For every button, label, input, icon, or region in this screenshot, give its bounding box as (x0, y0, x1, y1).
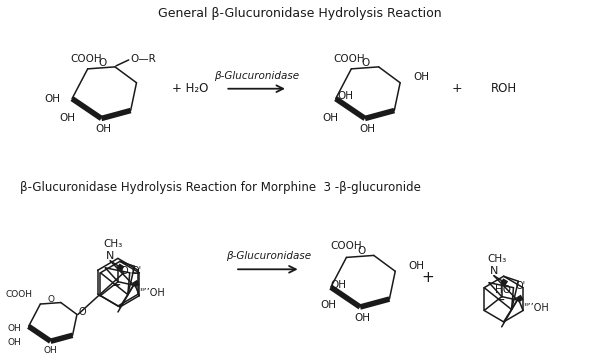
Text: +: + (421, 270, 434, 285)
Text: HO: HO (495, 285, 511, 294)
Text: O': O' (131, 266, 141, 276)
Text: COOH: COOH (5, 289, 32, 298)
Text: O: O (362, 58, 370, 68)
Text: ROH: ROH (491, 82, 517, 95)
Text: OH: OH (44, 94, 60, 104)
Text: OH: OH (7, 324, 21, 333)
Text: CH₃: CH₃ (487, 254, 507, 264)
Text: O—R: O—R (131, 54, 157, 64)
Text: β-Glucuronidase Hydrolysis Reaction for Morphine  3 -β-glucuronide: β-Glucuronidase Hydrolysis Reaction for … (20, 181, 421, 194)
Text: OH: OH (414, 72, 430, 82)
Text: N: N (106, 251, 114, 261)
Text: OH: OH (359, 125, 375, 134)
Text: O: O (47, 295, 54, 304)
Text: OH: OH (337, 91, 353, 101)
Text: OH: OH (95, 125, 111, 134)
Text: OH: OH (320, 300, 336, 310)
Text: OH: OH (330, 280, 346, 290)
Text: β-Glucuronidase: β-Glucuronidase (226, 251, 311, 261)
Text: O: O (357, 247, 365, 256)
Text: COOH: COOH (70, 54, 101, 64)
Text: –: – (497, 294, 504, 308)
Text: O': O' (515, 281, 525, 291)
Text: "’’OH: "’’OH (140, 288, 166, 298)
Text: O: O (98, 58, 107, 68)
Text: CH₃: CH₃ (104, 239, 123, 249)
Text: "’’OH: "’’OH (523, 302, 549, 312)
Text: –: – (114, 279, 120, 293)
Text: β-Glucuronidase: β-Glucuronidase (214, 71, 299, 81)
Text: –: – (112, 279, 118, 292)
Text: OH: OH (59, 113, 75, 123)
Text: OH: OH (408, 261, 424, 271)
Text: OH: OH (7, 338, 21, 347)
Text: OH: OH (44, 346, 58, 355)
Text: O: O (78, 307, 85, 318)
Text: + H₂O: + H₂O (172, 82, 209, 95)
Text: COOH: COOH (333, 54, 365, 64)
Text: O: O (121, 266, 128, 276)
Text: COOH: COOH (330, 242, 362, 252)
Text: +: + (451, 82, 462, 95)
Text: OH: OH (354, 313, 370, 323)
Text: OH: OH (323, 113, 339, 123)
Text: General β-Glucuronidase Hydrolysis Reaction: General β-Glucuronidase Hydrolysis React… (158, 7, 441, 20)
Text: N: N (490, 266, 498, 276)
